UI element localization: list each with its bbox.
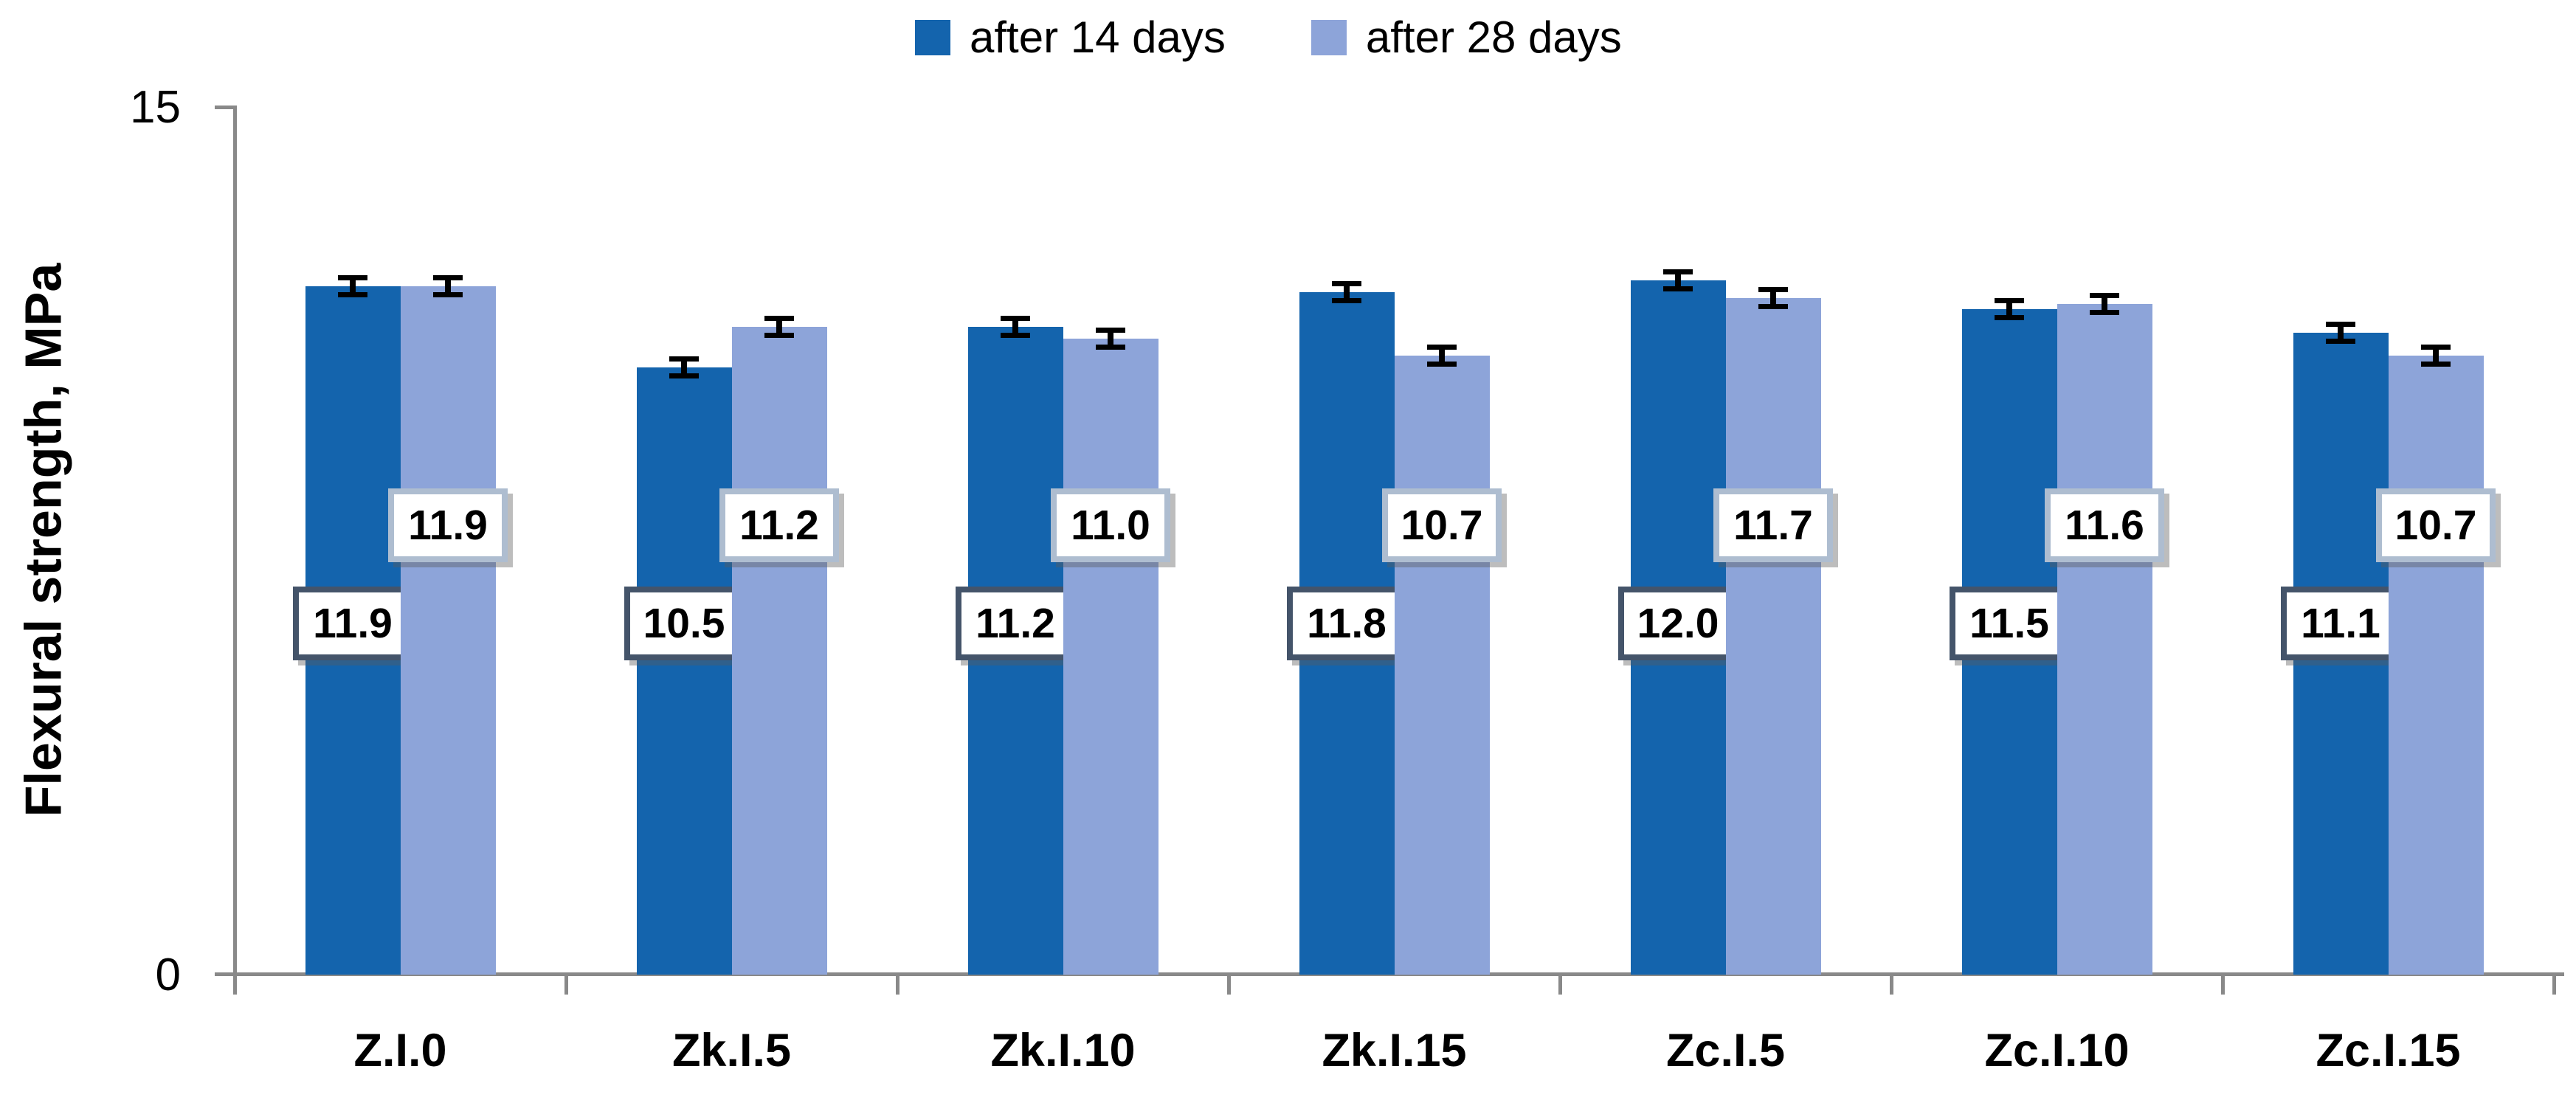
error-bar-28d-Zc.I.10 <box>2090 292 2119 315</box>
data-label-28d-Zc.I.10: 11.6 <box>2045 488 2164 562</box>
error-bar-stem <box>681 356 687 378</box>
category-label-Zc.I.5: Zc.I.5 <box>1665 1025 1786 1076</box>
error-bar-14d-Zc.I.5 <box>1663 269 1693 292</box>
bar-28d-Zk.I.15 <box>1394 356 1490 975</box>
error-bar-28d-Zc.I.5 <box>1758 286 1788 309</box>
error-bar-14d-Zk.I.10 <box>1001 315 1030 338</box>
error-bar-14d-Zk.I.15 <box>1332 280 1361 303</box>
bar-28d-Zk.I.5 <box>731 326 827 975</box>
error-bar-14d-Zk.I.5 <box>669 356 699 378</box>
error-bar-stem <box>1439 345 1445 367</box>
error-bar-28d-Zc.I.15 <box>2421 345 2451 367</box>
error-bar-14d-Zc.I.10 <box>1995 298 2024 321</box>
legend-item-14d: after 14 days <box>915 12 1226 63</box>
error-bar-stem <box>1108 327 1113 350</box>
bar-28d-Zc.I.15 <box>2388 356 2484 975</box>
data-label-28d-Zc.I.5: 11.7 <box>1713 488 1833 562</box>
error-bar-14d-Z.I.0 <box>338 275 367 298</box>
x-axis-tick <box>1227 972 1231 995</box>
error-bar-28d-Zk.I.5 <box>764 315 794 338</box>
error-bar-28d-Z.I.0 <box>433 275 463 298</box>
bar-28d-Zk.I.10 <box>1063 338 1158 975</box>
bar-28d-Zc.I.5 <box>1725 297 1821 975</box>
legend-item-28d: after 28 days <box>1311 12 1622 63</box>
data-label-14d-Zc.I.10: 11.5 <box>1950 587 2069 660</box>
data-label-14d-Zc.I.5: 12.0 <box>1618 587 1738 660</box>
error-bar-stem <box>2338 321 2344 344</box>
error-bar-stem <box>350 275 356 298</box>
y-axis-line <box>233 106 237 995</box>
x-axis-tick <box>233 972 237 995</box>
x-axis-tick <box>2221 972 2225 995</box>
y-axis-tick-15 <box>215 106 235 109</box>
error-bar-stem <box>2102 292 2107 315</box>
data-label-28d-Zc.I.15: 10.7 <box>2376 488 2496 562</box>
data-label-14d-Zk.I.10: 11.2 <box>956 587 1075 660</box>
error-bar-stem <box>1344 280 1350 303</box>
error-bar-28d-Zk.I.15 <box>1427 345 1457 367</box>
category-label-Zk.I.5: Zk.I.5 <box>671 1025 792 1076</box>
data-label-14d-Z.I.0: 11.9 <box>293 587 412 660</box>
data-label-28d-Zk.I.5: 11.2 <box>719 488 839 562</box>
error-bar-14d-Zc.I.15 <box>2326 321 2355 344</box>
chart-legend: after 14 days after 28 days <box>915 12 1622 63</box>
y-tick-label-0: 0 <box>155 950 181 1000</box>
category-label-Z.I.0: Z.I.0 <box>353 1025 447 1076</box>
error-bar-stem <box>1012 315 1018 338</box>
data-label-28d-Zk.I.10: 11.0 <box>1051 488 1170 562</box>
error-bar-stem <box>445 275 451 298</box>
error-bar-stem <box>1675 269 1681 292</box>
error-bar-stem <box>776 315 782 338</box>
x-axis-tick <box>1558 972 1562 995</box>
data-label-28d-Zk.I.15: 10.7 <box>1382 488 1502 562</box>
y-tick-label-15: 15 <box>130 82 181 133</box>
category-label-Zc.I.10: Zc.I.10 <box>1984 1025 2130 1076</box>
x-axis-tick <box>1890 972 1893 995</box>
error-bar-stem <box>1770 286 1776 309</box>
category-label-Zk.I.15: Zk.I.15 <box>1322 1025 1467 1076</box>
x-axis-tick <box>2552 972 2556 995</box>
bar-28d-Zc.I.10 <box>2057 303 2152 975</box>
legend-label-14d: after 14 days <box>970 13 1226 62</box>
error-bar-stem <box>2433 345 2439 367</box>
legend-swatch-28d <box>1311 19 1347 55</box>
x-axis-tick <box>896 972 899 995</box>
y-axis-title: Flexural strength, MPa <box>13 263 72 817</box>
data-label-14d-Zc.I.15: 11.1 <box>2281 587 2400 660</box>
bar-14d-Zk.I.5 <box>636 367 732 975</box>
legend-swatch-14d <box>915 19 950 55</box>
legend-label-28d: after 28 days <box>1365 13 1622 62</box>
error-bar-stem <box>2006 298 2012 321</box>
data-label-14d-Zk.I.15: 11.8 <box>1287 587 1406 660</box>
category-label-Zc.I.15: Zc.I.15 <box>2316 1025 2461 1076</box>
category-label-Zk.I.10: Zk.I.10 <box>990 1025 1136 1076</box>
data-label-14d-Zk.I.5: 10.5 <box>624 587 744 660</box>
data-label-28d-Z.I.0: 11.9 <box>388 488 508 562</box>
x-axis-tick <box>564 972 568 995</box>
bar-28d-Z.I.0 <box>400 286 496 975</box>
error-bar-28d-Zk.I.10 <box>1096 327 1125 350</box>
